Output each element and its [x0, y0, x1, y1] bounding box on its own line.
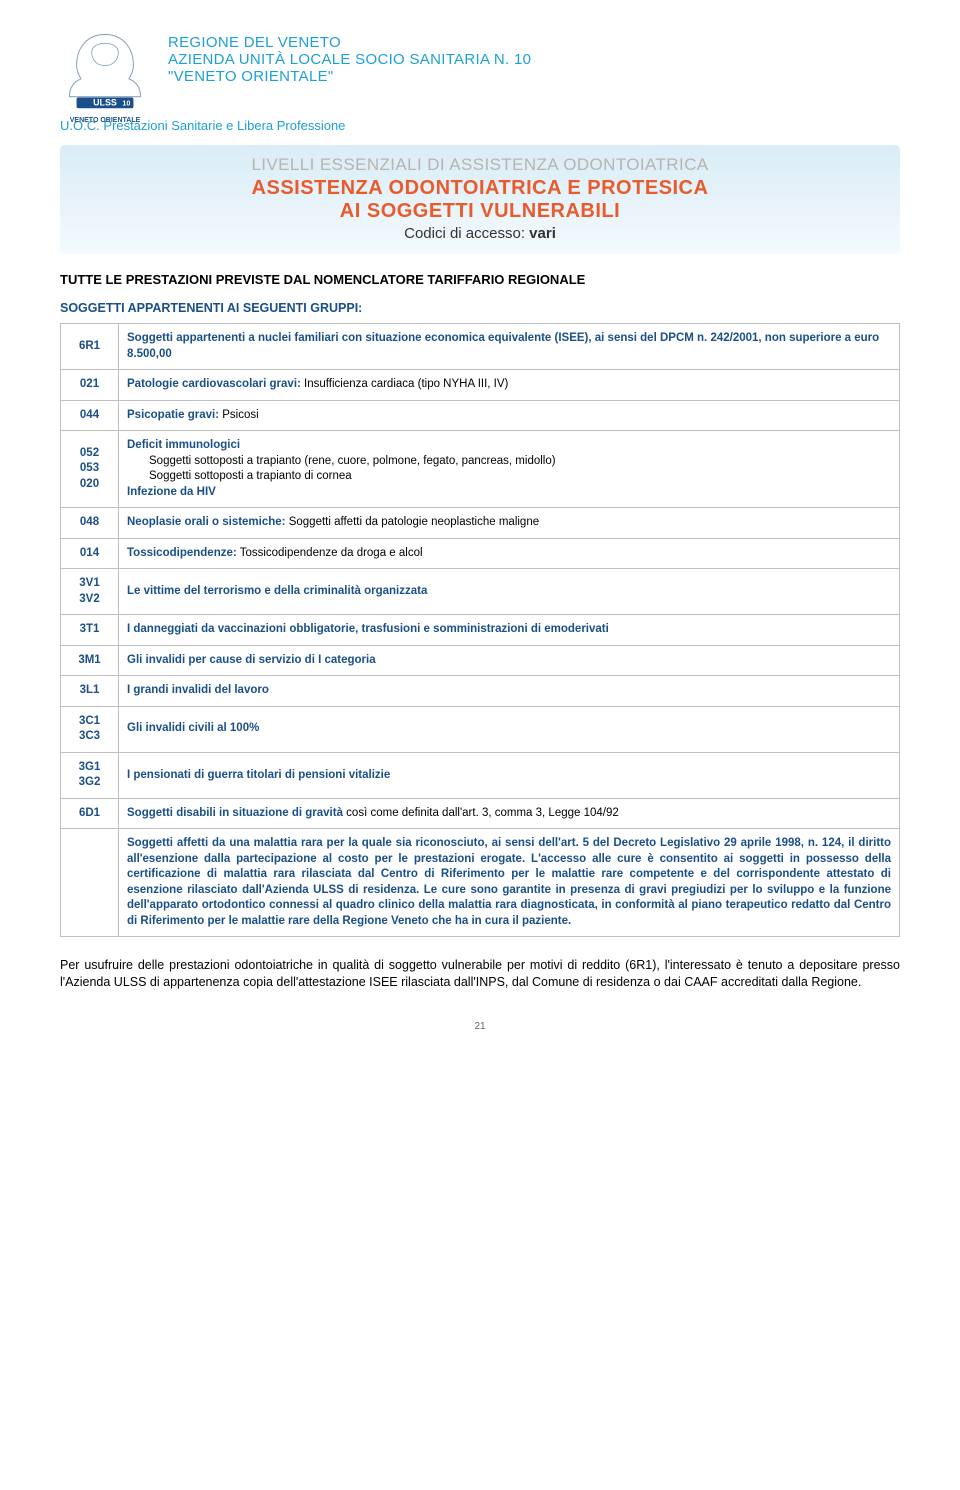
- desc-cell: I pensionati di guerra titolari di pensi…: [119, 752, 900, 798]
- sub-heading: SOGGETTI APPARTENENTI AI SEGUENTI GRUPPI…: [60, 301, 900, 315]
- table-row: 014Tossicodipendenze: Tossicodipendenze …: [61, 538, 900, 569]
- code-cell: 021: [61, 370, 119, 401]
- code-cell: 6D1: [61, 798, 119, 829]
- code-cell: 048: [61, 508, 119, 539]
- code-cell: 3C13C3: [61, 706, 119, 752]
- organization-text: REGIONE DEL VENETO AZIENDA UNITÀ LOCALE …: [168, 30, 531, 85]
- table-row: 3C13C3Gli invalidi civili al 100%: [61, 706, 900, 752]
- desc-cell: Psicopatie gravi: Psicosi: [119, 400, 900, 431]
- code-cell: 3M1: [61, 645, 119, 676]
- title-line4: Codici di accesso: vari: [74, 225, 886, 242]
- page-number: 21: [60, 1021, 900, 1032]
- table-row: 6D1Soggetti disabili in situazione di gr…: [61, 798, 900, 829]
- desc-cell: Le vittime del terrorismo e della crimin…: [119, 569, 900, 615]
- svg-text:10: 10: [122, 100, 130, 108]
- ulss-logo: ULSS 10 VENETO ORIENTALE: [60, 30, 150, 110]
- lion-logo-icon: ULSS 10: [60, 30, 150, 110]
- code-cell: 3T1: [61, 615, 119, 646]
- desc-cell: Gli invalidi per cause di servizio di I …: [119, 645, 900, 676]
- desc-cell: Tossicodipendenze: Tossicodipendenze da …: [119, 538, 900, 569]
- title-line3: AI SOGGETTI VULNERABILI: [74, 200, 886, 223]
- code-cell: 3L1: [61, 676, 119, 707]
- table-row: 3T1I danneggiati da vaccinazioni obbliga…: [61, 615, 900, 646]
- code-cell: 3V13V2: [61, 569, 119, 615]
- section-heading: TUTTE LE PRESTAZIONI PREVISTE DAL NOMENC…: [60, 272, 900, 287]
- title-line1: LIVELLI ESSENZIALI DI ASSISTENZA ODONTOI…: [74, 155, 886, 175]
- table-row: 044Psicopatie gravi: Psicosi: [61, 400, 900, 431]
- desc-cell: I danneggiati da vaccinazioni obbligator…: [119, 615, 900, 646]
- code-cell: 014: [61, 538, 119, 569]
- document-header: ULSS 10 VENETO ORIENTALE REGIONE DEL VEN…: [60, 30, 900, 110]
- code-cell: 3G13G2: [61, 752, 119, 798]
- table-row: 6R1Soggetti appartenenti a nuclei famili…: [61, 324, 900, 370]
- code-cell: 044: [61, 400, 119, 431]
- table-row: 052053020Deficit immunologiciSoggetti so…: [61, 431, 900, 508]
- org-line2: AZIENDA UNITÀ LOCALE SOCIO SANITARIA N. …: [168, 51, 531, 68]
- table-row: 3G13G2I pensionati di guerra titolari di…: [61, 752, 900, 798]
- codici-value: vari: [529, 225, 556, 242]
- org-line1: REGIONE DEL VENETO: [168, 34, 531, 51]
- codici-prefix: Codici di accesso:: [404, 225, 529, 242]
- logo-subtitle: VENETO ORIENTALE: [60, 117, 150, 124]
- codes-table: 6R1Soggetti appartenenti a nuclei famili…: [60, 323, 900, 937]
- footer-paragraph: Per usufruire delle prestazioni odontoia…: [60, 957, 900, 991]
- uoc-line: U.O.C. Prestazioni Sanitarie e Libera Pr…: [60, 118, 900, 133]
- desc-cell: Patologie cardiovascolari gravi: Insuffi…: [119, 370, 900, 401]
- svg-text:ULSS: ULSS: [93, 98, 117, 108]
- table-row: 3V13V2Le vittime del terrorismo e della …: [61, 569, 900, 615]
- table-row: 3L1I grandi invalidi del lavoro: [61, 676, 900, 707]
- title-block: LIVELLI ESSENZIALI DI ASSISTENZA ODONTOI…: [60, 145, 900, 254]
- code-cell: 052053020: [61, 431, 119, 508]
- code-cell: [61, 829, 119, 937]
- org-line3: "VENETO ORIENTALE": [168, 68, 531, 85]
- desc-cell: Deficit immunologiciSoggetti sottoposti …: [119, 431, 900, 508]
- table-row: 021Patologie cardiovascolari gravi: Insu…: [61, 370, 900, 401]
- table-row: Soggetti affetti da una malattia rara pe…: [61, 829, 900, 937]
- title-line2: ASSISTENZA ODONTOIATRICA E PROTESICA: [74, 177, 886, 200]
- desc-cell: Neoplasie orali o sistemiche: Soggetti a…: [119, 508, 900, 539]
- table-row: 3M1Gli invalidi per cause di servizio di…: [61, 645, 900, 676]
- desc-cell: Soggetti appartenenti a nuclei familiari…: [119, 324, 900, 370]
- code-cell: 6R1: [61, 324, 119, 370]
- desc-cell: Gli invalidi civili al 100%: [119, 706, 900, 752]
- desc-cell: I grandi invalidi del lavoro: [119, 676, 900, 707]
- table-row: 048Neoplasie orali o sistemiche: Soggett…: [61, 508, 900, 539]
- desc-cell: Soggetti affetti da una malattia rara pe…: [119, 829, 900, 937]
- desc-cell: Soggetti disabili in situazione di gravi…: [119, 798, 900, 829]
